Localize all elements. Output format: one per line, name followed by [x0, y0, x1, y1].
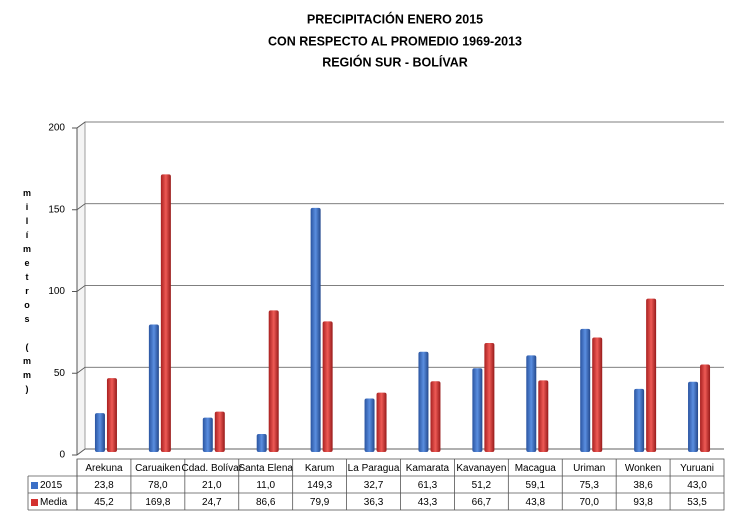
- bar: [214, 411, 225, 452]
- data-label: 43,3: [418, 497, 438, 508]
- chart-title: CON RESPECTO AL PROMEDIO 1969-2013: [268, 34, 522, 48]
- bar: [646, 298, 657, 452]
- data-label: 79,9: [310, 497, 330, 508]
- data-label: 45,2: [94, 497, 114, 508]
- y-tick-label: 0: [59, 450, 65, 461]
- bar: [106, 378, 117, 452]
- bar: [268, 310, 279, 452]
- x-tick-label: Uriman: [573, 463, 605, 474]
- y-tick-label: 200: [48, 123, 65, 134]
- y-tick-label: 100: [48, 286, 65, 297]
- bar: [634, 388, 645, 452]
- bar: [418, 351, 429, 452]
- x-tick-label: Kavanayen: [456, 463, 506, 474]
- grid-line: [76, 366, 724, 374]
- x-tick-label: Cdad. Bolívar: [181, 463, 242, 474]
- x-tick-label: Santa Elena: [238, 463, 293, 474]
- data-label: 43,0: [687, 480, 707, 491]
- legend-swatch: [31, 499, 38, 506]
- data-label: 38,6: [633, 480, 653, 491]
- grid-line: [76, 448, 724, 456]
- grid-line: [76, 285, 724, 292]
- x-tick-label: La Paragua: [348, 463, 400, 474]
- data-label: 23,8: [94, 480, 114, 491]
- bar: [430, 381, 441, 452]
- chart-title: PRECIPITACIÓN ENERO 2015: [307, 11, 483, 26]
- bar: [472, 368, 483, 452]
- legend-label: 2015: [40, 480, 63, 491]
- data-label: 61,3: [418, 480, 438, 491]
- grid-line: [76, 203, 724, 211]
- data-label: 149,3: [307, 480, 332, 491]
- bar: [256, 434, 267, 452]
- data-label: 32,7: [364, 480, 384, 491]
- bar: [322, 321, 333, 452]
- data-label: 78,0: [148, 480, 168, 491]
- data-label: 169,8: [145, 497, 170, 508]
- y-axis-label: milímetros (mm): [22, 188, 32, 398]
- bar: [700, 364, 711, 452]
- bar: [526, 355, 537, 452]
- bar: [310, 207, 321, 452]
- legend-label: Media: [40, 497, 68, 508]
- data-label: 11,0: [256, 480, 275, 491]
- x-tick-label: Yuruani: [680, 463, 714, 474]
- bar: [364, 398, 375, 452]
- legend-swatch: [31, 482, 38, 489]
- data-label: 86,6: [256, 497, 276, 508]
- data-label: 53,5: [687, 497, 707, 508]
- data-label: 66,7: [472, 497, 492, 508]
- bar: [592, 337, 603, 452]
- data-label: 43,8: [526, 497, 546, 508]
- data-label: 93,8: [633, 497, 653, 508]
- x-tick-label: Macagua: [515, 463, 557, 474]
- y-tick-label: 50: [54, 368, 66, 379]
- data-label: 24,7: [202, 497, 222, 508]
- data-label: 70,0: [579, 497, 599, 508]
- bar: [160, 174, 171, 452]
- bar: [688, 381, 699, 452]
- y-tick-label: 150: [48, 204, 65, 215]
- chart-title: REGIÓN SUR - BOLÍVAR: [322, 54, 468, 69]
- data-label: 59,1: [526, 480, 546, 491]
- x-tick-label: Kamarata: [406, 463, 450, 474]
- bar: [376, 392, 387, 452]
- data-label: 51,2: [472, 480, 492, 491]
- bar: [148, 324, 159, 452]
- data-label: 21,0: [202, 480, 222, 491]
- bar: [580, 328, 591, 452]
- x-tick-label: Karum: [305, 463, 334, 474]
- bar: [94, 413, 105, 452]
- data-label: 36,3: [364, 497, 384, 508]
- data-label: 75,3: [579, 480, 599, 491]
- bar: [202, 417, 213, 452]
- x-tick-label: Arekuna: [85, 463, 123, 474]
- bar: [538, 380, 549, 452]
- bar: [484, 342, 495, 452]
- grid-line: [76, 121, 724, 129]
- x-tick-label: Wonken: [625, 463, 662, 474]
- x-tick-label: Caruaiken: [135, 463, 181, 474]
